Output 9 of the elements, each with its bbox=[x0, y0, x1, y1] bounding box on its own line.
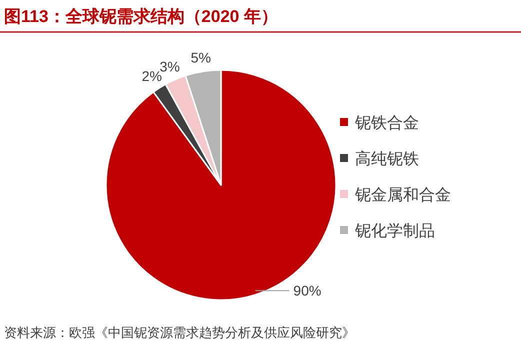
chart-title: 图113：全球铌需求结构（2020 年） bbox=[4, 7, 278, 26]
data-label: 90% bbox=[293, 282, 322, 299]
data-label: 5% bbox=[190, 50, 211, 66]
text: 资料来源：欧强《中国铌资源需求趋势分析及供应风险研究》 bbox=[4, 325, 355, 340]
legend-label: 铌铁合金 bbox=[354, 114, 419, 132]
legend-label: 铌化学制品 bbox=[354, 222, 435, 240]
legend-label: 铌金属和合金 bbox=[354, 186, 451, 204]
legend-label: 高纯铌铁 bbox=[355, 150, 419, 168]
data-label: 3% bbox=[160, 58, 180, 75]
